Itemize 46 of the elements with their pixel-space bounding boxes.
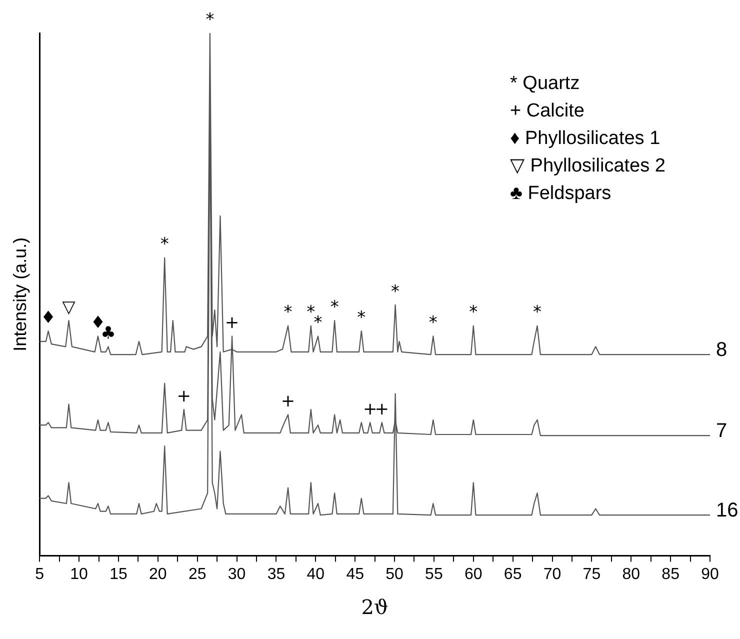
series-label: 8 [716,339,728,362]
x-tick-label: 10 [70,566,88,583]
x-tick-label: 20 [149,566,167,583]
annotation: * [314,313,322,334]
x-tick-label: 70 [543,566,562,583]
annotation: * [357,308,366,328]
annotation: * [469,302,478,323]
annotation: + [176,386,192,406]
x-tick-label: 30 [228,566,246,583]
x-tick-label: 60 [464,566,482,583]
x-tick-label: 40 [306,566,325,583]
x-tick-label: 25 [188,566,206,583]
annotation: ♦ Phyllosilicates 1 [510,128,660,150]
annotation: ▽ Phyllosilicates 2 [510,156,666,177]
annotation: ♦ [40,308,56,328]
x-tick-label: 5 [35,566,44,583]
annotation: * [160,234,169,255]
annotation: * [206,10,214,30]
y-axis-title: Intensity (a.u.) [10,237,30,352]
annotation: * Quartz [510,73,580,94]
annotation: + [374,399,390,420]
x-tick-label: 85 [662,566,680,583]
series-label: 7 [716,420,728,442]
annotation: * [533,302,542,323]
annotation: + Calcite [510,100,584,122]
x-tick-label: 90 [701,566,719,583]
x-tick-label: 35 [267,566,286,583]
annotation: + [280,392,296,412]
x-tick-label: 65 [504,566,522,583]
annotation: * [428,313,438,334]
annotation: ▽ [62,297,76,318]
x-tick-label: 50 [386,566,404,583]
x-tick-label: 80 [622,566,640,583]
series-label: 16 [716,500,738,522]
annotation: ♣ Feldspars [510,183,612,204]
annotation: * [306,302,316,323]
annotation: + [224,313,240,334]
x-tick-label: 55 [425,566,443,583]
x-axis-title: 2ϑ [361,595,388,620]
annotation: + [362,399,378,420]
annotation: * [330,297,339,318]
x-tick-label: 45 [346,566,364,583]
x-tick-label: 75 [582,566,601,583]
annotation: * [391,282,400,302]
annotation: * [284,302,292,323]
x-tick-label: 15 [110,566,128,583]
